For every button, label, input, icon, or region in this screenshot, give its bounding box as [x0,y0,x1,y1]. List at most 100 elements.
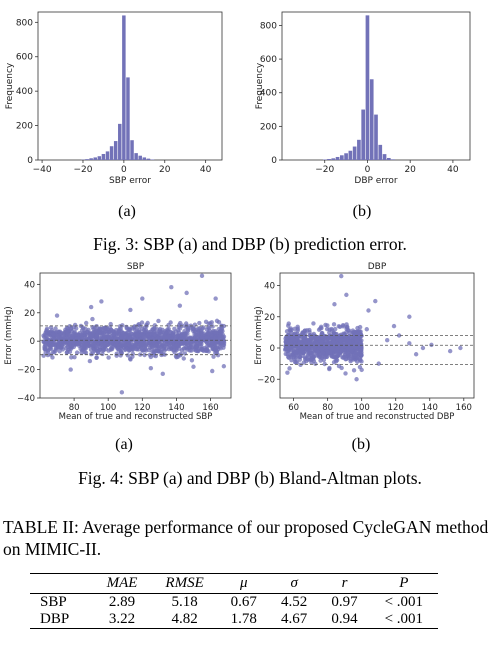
sbp-bland-altman-plot: 80 100 120 140 160 −40 −20 0 20 40 Mean of true an… [4,262,232,422]
scatter-point [133,343,138,348]
scatter-point [48,325,54,330]
scatter-point [334,358,340,363]
histogram-bar [126,77,130,160]
table-caption: TABLE II: Average performance of our pro… [3,517,489,559]
y-axis-label: Error (mmHg) [254,306,264,364]
y-tick-label: 800 [16,18,33,28]
scatter-point [167,344,172,350]
scatter-point [139,320,145,325]
scatter-point [214,345,219,350]
scatter-point [366,308,371,313]
x-tick-label: −20 [73,165,92,175]
cell: 4.52 [281,594,308,610]
scatter-point [72,354,77,360]
row-label: DBP [40,611,70,627]
scatter-point [145,333,150,338]
histogram-bar [382,154,387,160]
scatter-point [385,337,390,343]
scatter-point [99,340,104,346]
histogram-bar [344,153,348,160]
scatter-point [172,326,177,331]
scatter-point [308,335,314,340]
y-tick-label: 0 [30,337,35,347]
scatter-point [303,339,309,344]
scatter-point [220,328,225,334]
scatter-point [89,351,94,357]
scatter-point [184,290,189,296]
x-axis-label: DBP error [354,176,397,186]
scatter-point [200,335,205,340]
scatter-point [147,347,152,353]
scatter-point [288,330,294,335]
scatter-point [301,345,306,350]
histogram-bar [85,159,89,160]
y-tick-label: 0 [271,156,277,166]
scatter-point [346,345,351,351]
scatter-point [92,325,97,330]
scatter-point [139,332,144,338]
scatter-point [286,323,291,328]
header-mae: MAE [106,575,138,591]
y-tick-label: 0 [27,156,33,166]
x-tick-label: 100 [100,403,116,413]
y-tick-label: 600 [16,53,33,63]
x-tick-label: 160 [202,403,218,413]
histogram-bar [348,150,353,160]
scatter-point [137,327,142,333]
scatter-point [152,323,158,328]
scatter-point [187,348,192,353]
row-label: SBP [40,594,67,610]
scatter-point [126,327,131,332]
y-tick-label: 200 [16,122,33,132]
scatter-point [128,307,133,313]
histogram-bar [327,158,331,160]
scatter-point [106,348,111,353]
scatter-point [286,344,292,350]
scatter-point [156,318,161,324]
scatter-point [193,348,199,353]
scatter-point [203,319,209,324]
x-tick-label: 60 [288,403,299,413]
cell: 5.18 [171,594,198,610]
scatter-point [144,329,149,334]
scatter-point [88,347,94,352]
scatter-points [41,273,227,395]
fig3-subcaption-a: (a) [118,203,136,220]
scatter-point [304,358,309,364]
scatter-point [289,353,295,358]
scatter-point [175,343,181,348]
scatter-point [171,332,176,338]
scatter-point [407,314,412,319]
scatter-point [143,343,149,348]
scatter-point [63,327,68,333]
histogram-bar [378,144,383,160]
x-tick-label: 40 [200,165,212,175]
scatter-point [187,337,192,342]
histogram-bar [339,155,344,160]
scatter-point [194,344,200,350]
scatter-point [331,343,336,348]
y-tick-label: 800 [260,21,277,31]
scatter-point [166,326,171,332]
scatter-point [407,341,412,346]
scatter-point [339,365,344,371]
scatter-point [50,355,55,360]
scatter-point [220,335,226,340]
scatter-point [103,343,108,349]
scatter-point [359,367,364,373]
scatter-point [94,332,100,337]
scatter-point [181,331,186,337]
scatter-point [338,332,344,338]
scatter-point [150,327,155,332]
histogram-bar [118,123,122,160]
scatter-point [211,354,216,359]
scatter-point [128,331,134,336]
histogram-bar [93,157,97,160]
scatter-point [204,347,209,353]
scatter-point [84,320,89,326]
scatter-point [342,338,347,343]
scatter-point [325,350,331,355]
scatter-point [189,358,195,363]
scatter-points [282,273,463,382]
